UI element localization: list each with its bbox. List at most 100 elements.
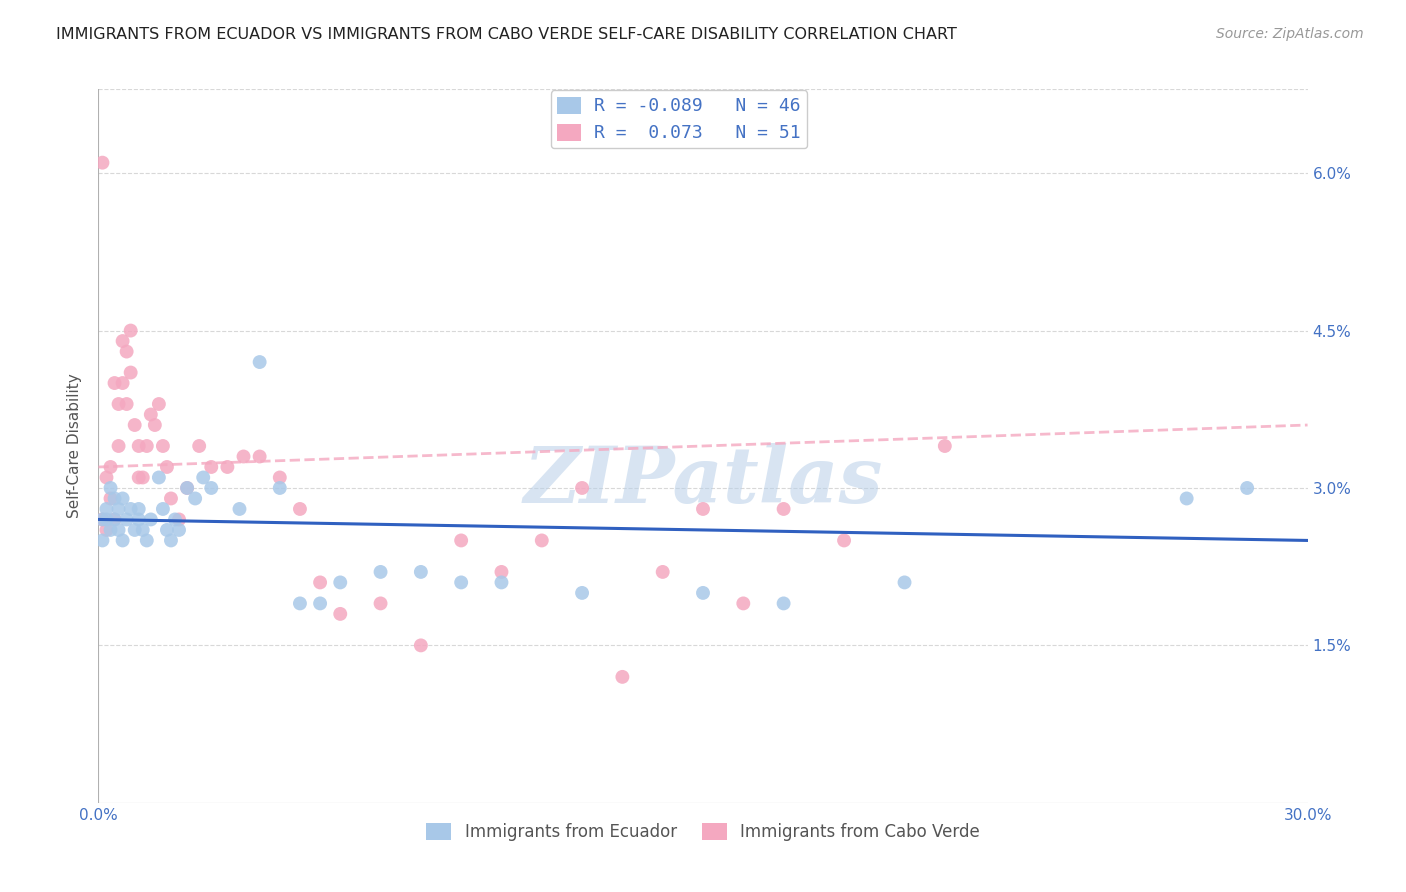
Point: [651, 565, 673, 579]
Point: [217, 460, 239, 475]
Point: [530, 533, 553, 548]
Point: [148, 397, 170, 411]
Point: [772, 596, 794, 610]
Point: [152, 439, 174, 453]
Point: [111, 334, 134, 348]
Point: [1175, 491, 1198, 506]
Point: [96, 512, 118, 526]
Point: [309, 596, 332, 610]
Point: [107, 523, 129, 537]
Point: [832, 533, 855, 548]
Point: [111, 491, 134, 506]
Point: [249, 450, 271, 464]
Point: [107, 397, 129, 411]
Point: [100, 523, 122, 537]
Point: [491, 565, 513, 579]
Point: [491, 575, 513, 590]
Point: [124, 523, 146, 537]
Point: [571, 481, 593, 495]
Point: [288, 502, 311, 516]
Point: [128, 512, 150, 526]
Point: [152, 502, 174, 516]
Point: [156, 460, 179, 475]
Point: [176, 481, 198, 495]
Point: [200, 460, 222, 475]
Point: [269, 470, 291, 484]
Point: [103, 491, 125, 506]
Point: [188, 439, 211, 453]
Point: [893, 575, 915, 590]
Point: [167, 512, 190, 526]
Point: [450, 575, 472, 590]
Point: [269, 481, 291, 495]
Text: ZIPatlas: ZIPatlas: [523, 443, 883, 520]
Point: [111, 376, 134, 390]
Point: [571, 586, 593, 600]
Point: [128, 502, 150, 516]
Point: [103, 512, 125, 526]
Point: [135, 439, 157, 453]
Point: [1236, 481, 1258, 495]
Point: [176, 481, 198, 495]
Point: [193, 470, 215, 484]
Point: [139, 512, 162, 526]
Point: [107, 439, 129, 453]
Y-axis label: Self-Care Disability: Self-Care Disability: [67, 374, 83, 518]
Point: [184, 491, 207, 506]
Point: [115, 344, 138, 359]
Point: [115, 512, 138, 526]
Point: [772, 502, 794, 516]
Point: [409, 565, 432, 579]
Point: [288, 596, 311, 610]
Point: [733, 596, 755, 610]
Point: [612, 670, 634, 684]
Point: [249, 355, 271, 369]
Point: [100, 491, 122, 506]
Point: [692, 502, 714, 516]
Point: [148, 470, 170, 484]
Point: [111, 533, 134, 548]
Point: [329, 575, 352, 590]
Point: [120, 502, 142, 516]
Point: [692, 586, 714, 600]
Point: [370, 596, 392, 610]
Point: [124, 417, 146, 432]
Point: [329, 607, 352, 621]
Point: [228, 502, 250, 516]
Point: [115, 397, 138, 411]
Point: [96, 502, 118, 516]
Point: [132, 523, 155, 537]
Point: [91, 155, 114, 169]
Point: [232, 450, 254, 464]
Point: [156, 523, 179, 537]
Point: [309, 575, 332, 590]
Point: [200, 481, 222, 495]
Point: [96, 470, 118, 484]
Point: [139, 408, 162, 422]
Text: Source: ZipAtlas.com: Source: ZipAtlas.com: [1216, 27, 1364, 41]
Point: [91, 512, 114, 526]
Point: [160, 491, 183, 506]
Point: [100, 481, 122, 495]
Point: [107, 502, 129, 516]
Point: [91, 533, 114, 548]
Point: [135, 533, 157, 548]
Text: IMMIGRANTS FROM ECUADOR VS IMMIGRANTS FROM CABO VERDE SELF-CARE DISABILITY CORRE: IMMIGRANTS FROM ECUADOR VS IMMIGRANTS FR…: [56, 27, 957, 42]
Point: [103, 512, 125, 526]
Point: [96, 523, 118, 537]
Point: [120, 366, 142, 380]
Point: [128, 470, 150, 484]
Point: [120, 324, 142, 338]
Point: [409, 639, 432, 653]
Point: [160, 533, 183, 548]
Point: [100, 460, 122, 475]
Point: [128, 439, 150, 453]
Point: [934, 439, 956, 453]
Legend: Immigrants from Ecuador, Immigrants from Cabo Verde: Immigrants from Ecuador, Immigrants from…: [419, 816, 987, 848]
Point: [143, 417, 166, 432]
Point: [370, 565, 392, 579]
Point: [450, 533, 472, 548]
Point: [103, 376, 125, 390]
Point: [163, 512, 186, 526]
Point: [167, 523, 190, 537]
